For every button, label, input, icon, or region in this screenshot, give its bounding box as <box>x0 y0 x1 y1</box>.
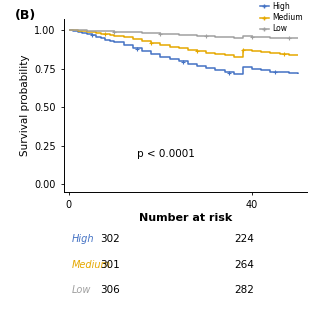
Text: Low: Low <box>71 285 91 295</box>
Text: 224: 224 <box>234 234 254 244</box>
Text: 306: 306 <box>100 285 120 295</box>
Text: 264: 264 <box>234 260 254 270</box>
Text: 301: 301 <box>100 260 120 270</box>
Text: 302: 302 <box>100 234 120 244</box>
Text: 282: 282 <box>234 285 254 295</box>
Y-axis label: Survival probability: Survival probability <box>20 55 30 156</box>
Text: Number at risk: Number at risk <box>139 213 232 223</box>
Legend: High, Medium, Low: High, Medium, Low <box>257 0 306 36</box>
Text: Medium: Medium <box>71 260 110 270</box>
Text: (B): (B) <box>15 9 36 22</box>
Text: High: High <box>71 234 94 244</box>
Text: p < 0.0001: p < 0.0001 <box>137 149 195 159</box>
